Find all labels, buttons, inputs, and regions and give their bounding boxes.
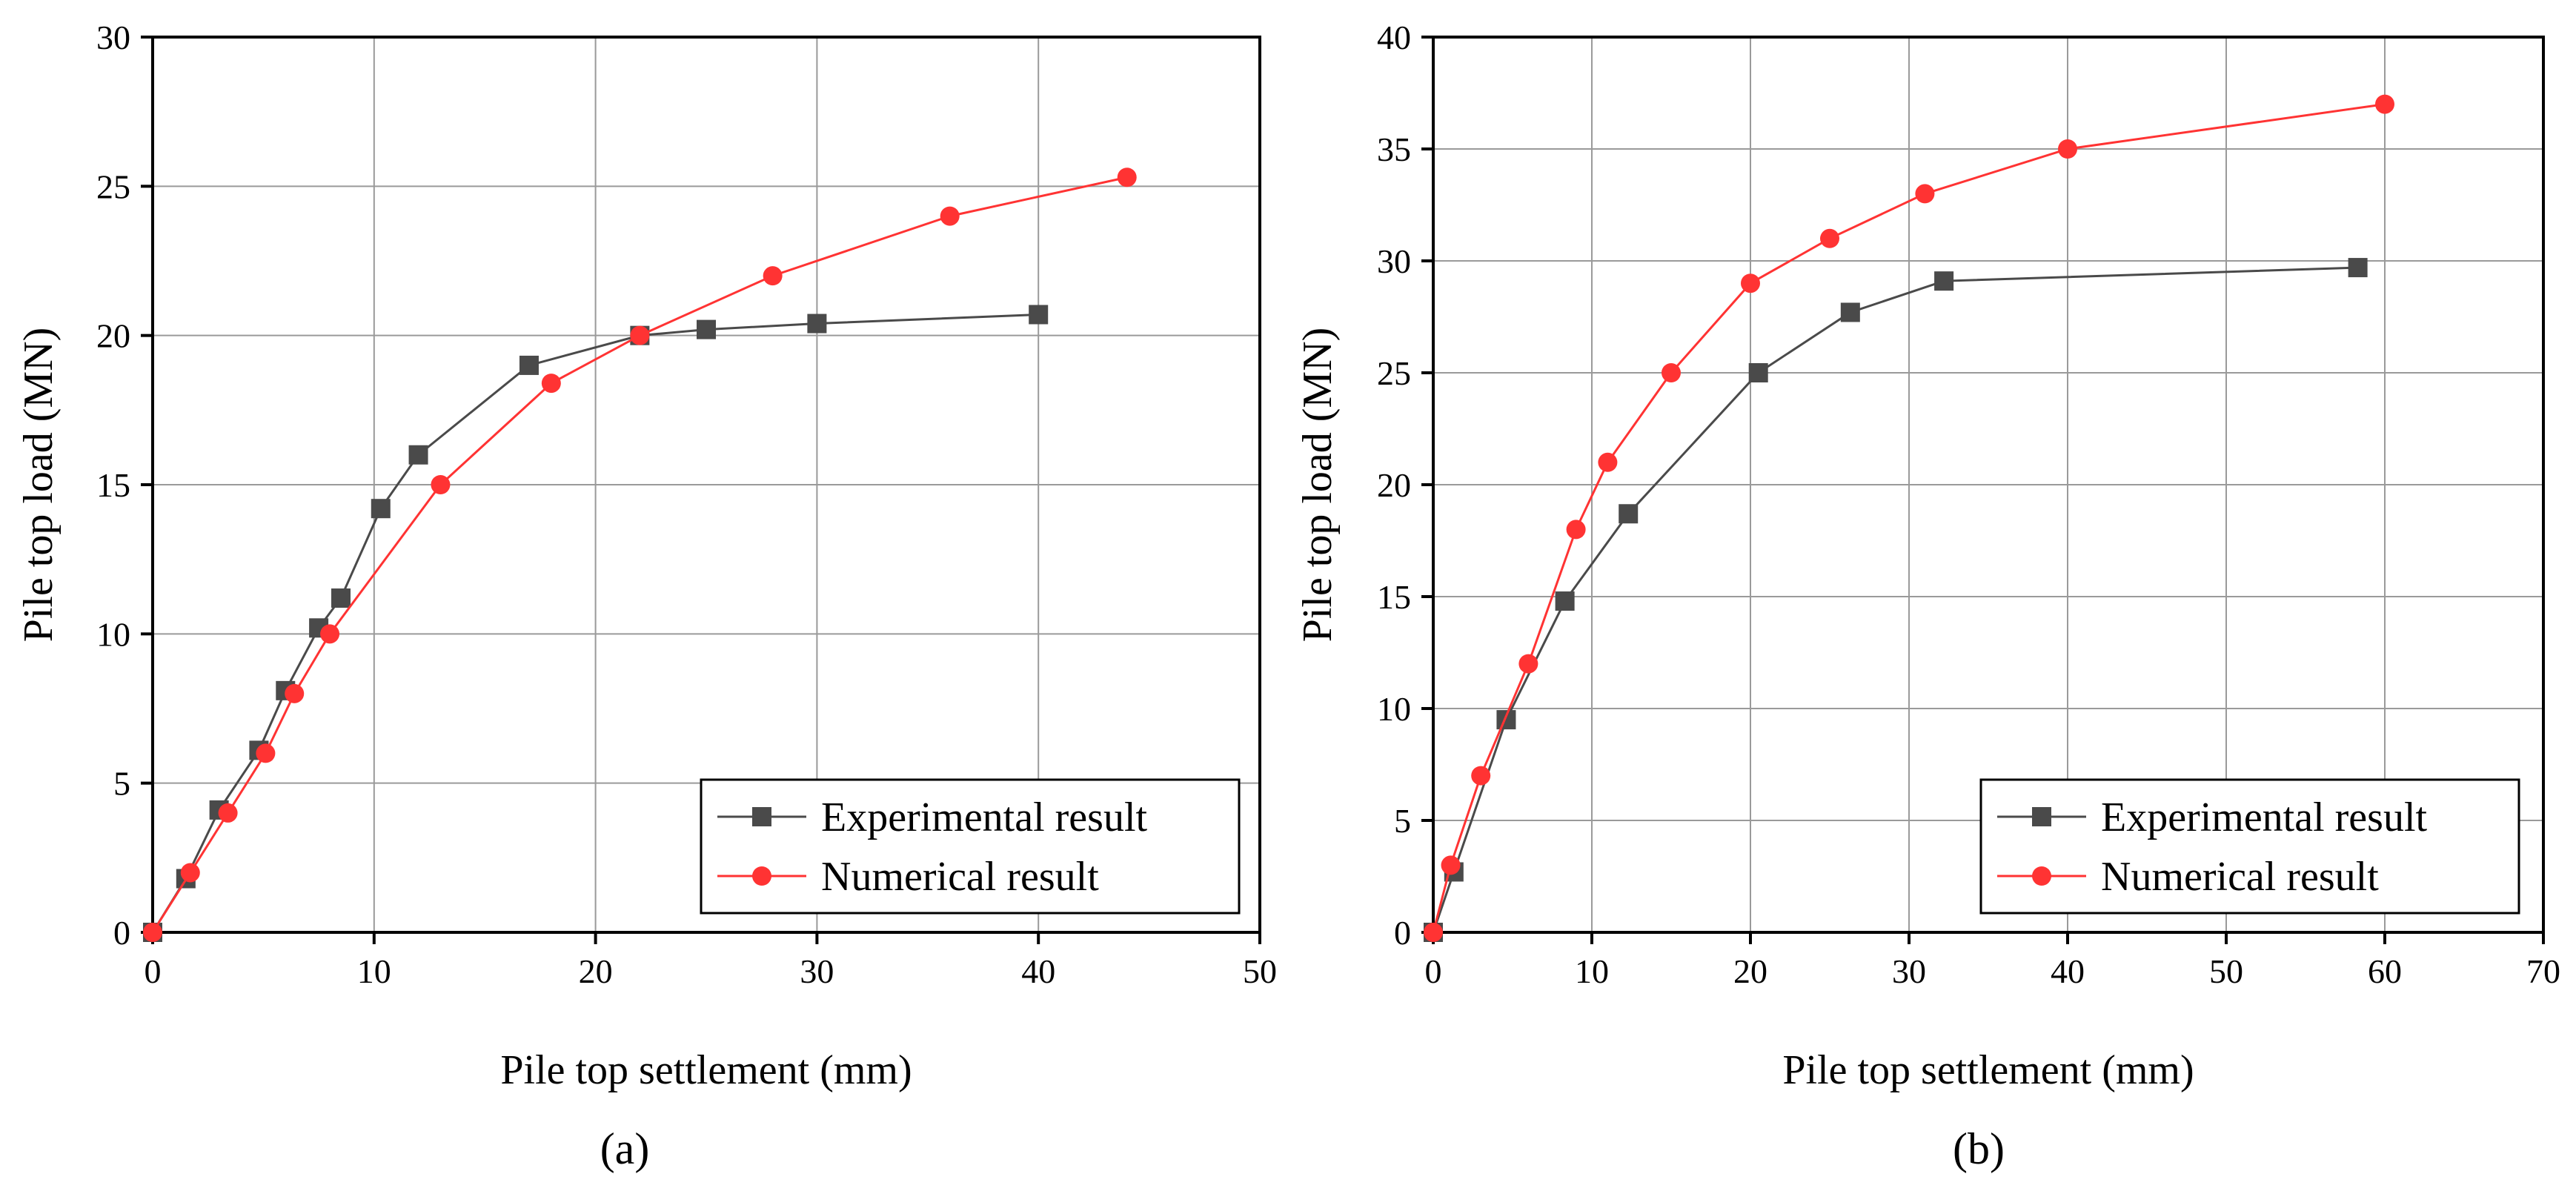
data-point-numerical [630, 325, 650, 345]
data-point-numerical [940, 206, 960, 226]
series-line-experimental [151, 313, 1039, 933]
legend-box [1979, 778, 2520, 915]
y-tick-label: 20 [96, 317, 130, 355]
data-point-numerical [1424, 923, 1443, 942]
data-point-numerical [1566, 520, 1586, 540]
data-point-numerical [285, 683, 305, 703]
y-tick-label: 30 [96, 19, 130, 56]
data-point-experimental [697, 319, 716, 339]
x-tick-label: 0 [145, 952, 162, 990]
data-point-numerical [1662, 363, 1681, 382]
y-tick-label: 15 [1377, 578, 1411, 616]
chart-b: 0 10 20 30 40 50 60 70 0 5 10 15 20 25 30 35 40 Pile top … [1295, 19, 2560, 1173]
panel-label: (b) [1953, 1124, 2005, 1173]
y-tick-label: 25 [1377, 354, 1411, 392]
x-tick-label: 20 [1733, 952, 1767, 990]
data-point-numerical [2058, 139, 2077, 159]
y-tick-label: 0 [113, 914, 130, 952]
legend-label: Experimental result [2101, 794, 2428, 840]
y-tick-label: 10 [96, 615, 130, 653]
x-tick-label: 30 [800, 952, 834, 990]
data-point-numerical [1441, 855, 1461, 875]
data-point-experimental [1555, 591, 1575, 611]
data-point-numerical [541, 374, 561, 394]
chart-a: 0 10 20 30 40 50 0 5 10 15 20 25 30 Pile top settleme… [16, 19, 1277, 1173]
legend-label: Numerical result [821, 854, 1099, 900]
x-tick-label: 50 [1243, 952, 1277, 990]
y-tick-label: 35 [1377, 130, 1411, 168]
data-point-numerical [143, 923, 162, 942]
y-axis-title: Pile top load (MN) [16, 328, 62, 643]
data-point-numerical [256, 743, 276, 763]
data-point-experimental [1496, 710, 1516, 730]
y-axis-title: Pile top load (MN) [1295, 328, 1341, 643]
data-point-numerical [1915, 184, 1935, 204]
legend: Experimental result Numerical result [1979, 778, 2520, 915]
data-point-numerical [1820, 228, 1839, 248]
x-axis-title: Pile top settlement (mm) [500, 1047, 912, 1093]
legend-marker-circle [2032, 866, 2051, 886]
data-point-numerical [1518, 654, 1538, 674]
data-point-experimental [1619, 504, 1639, 524]
x-tick-label: 40 [1021, 952, 1055, 990]
data-point-numerical [218, 803, 238, 823]
y-tick-label: 20 [1377, 466, 1411, 504]
x-tick-label: 40 [2051, 952, 2085, 990]
y-tick-label: 30 [1377, 242, 1411, 280]
series-line-numerical [1432, 103, 2386, 933]
data-point-experimental [1748, 363, 1768, 382]
x-tick-label: 10 [1575, 952, 1609, 990]
data-point-experimental [1934, 271, 1954, 291]
data-point-numerical [1471, 766, 1491, 786]
data-point-experimental [1840, 302, 1860, 322]
panel-label: (a) [600, 1124, 650, 1173]
data-point-numerical [1117, 167, 1137, 188]
data-point-experimental [2348, 258, 2368, 278]
data-point-numerical [1741, 273, 1760, 293]
data-point-experimental [408, 445, 428, 465]
y-tick-label: 0 [1394, 914, 1411, 952]
x-tick-label: 20 [579, 952, 613, 990]
x-tick-label: 10 [357, 952, 391, 990]
data-point-numerical [1598, 452, 1618, 472]
y-tick-label: 5 [1394, 802, 1411, 840]
x-tick-label: 0 [1425, 952, 1442, 990]
x-axis-title: Pile top settlement (mm) [1782, 1047, 2194, 1093]
data-point-experimental [1029, 305, 1049, 325]
data-point-experimental [371, 499, 391, 519]
legend-marker-square [2032, 807, 2051, 826]
x-tick-label: 30 [1892, 952, 1926, 990]
data-point-experimental [519, 355, 539, 375]
data-point-experimental [807, 313, 827, 334]
data-point-numerical [320, 624, 340, 644]
data-point-numerical [180, 863, 200, 883]
x-tick-label: 70 [2526, 952, 2560, 990]
y-tick-label: 40 [1377, 19, 1411, 56]
legend-box [700, 778, 1241, 915]
x-tick-label: 60 [2368, 952, 2402, 990]
legend-marker-square [752, 807, 771, 826]
y-tick-label: 25 [96, 167, 130, 205]
data-point-numerical [431, 475, 451, 494]
y-tick-label: 15 [96, 466, 130, 504]
legend: Experimental result Numerical result [700, 778, 1241, 915]
series-line-numerical [151, 176, 1128, 933]
data-point-numerical [2375, 94, 2394, 114]
x-tick-label: 50 [2209, 952, 2243, 990]
legend-label: Experimental result [821, 794, 1148, 840]
legend-marker-circle [752, 866, 771, 886]
y-tick-label: 10 [1377, 690, 1411, 728]
legend-label: Numerical result [2101, 854, 2379, 900]
data-point-experimental [331, 588, 351, 608]
data-point-numerical [763, 266, 783, 286]
y-tick-label: 5 [113, 765, 130, 803]
